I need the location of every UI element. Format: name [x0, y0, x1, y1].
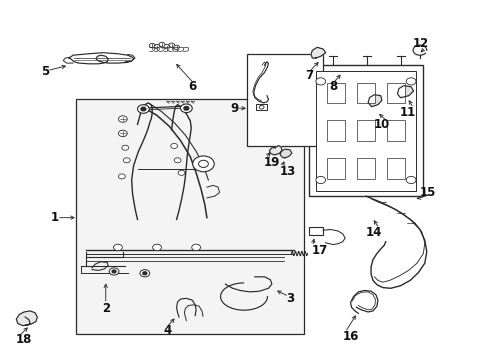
Text: 6: 6	[189, 80, 197, 93]
Bar	[247, 54, 323, 146]
Text: 12: 12	[413, 37, 429, 50]
Polygon shape	[368, 95, 382, 107]
Circle shape	[174, 158, 181, 163]
Bar	[256, 104, 267, 110]
Circle shape	[171, 143, 177, 148]
Polygon shape	[280, 149, 292, 158]
Text: 13: 13	[280, 165, 296, 178]
Circle shape	[193, 156, 214, 172]
Text: 16: 16	[343, 330, 359, 343]
Circle shape	[112, 270, 116, 273]
Text: 3: 3	[286, 292, 294, 305]
Text: 2: 2	[102, 302, 110, 315]
Text: 9: 9	[231, 102, 239, 115]
Circle shape	[192, 244, 200, 251]
Bar	[387, 83, 405, 103]
Bar	[357, 120, 375, 141]
Bar	[387, 120, 405, 141]
Bar	[309, 65, 423, 196]
Circle shape	[406, 176, 416, 184]
Bar	[387, 158, 405, 179]
Text: 15: 15	[420, 186, 436, 199]
Polygon shape	[270, 145, 282, 155]
Bar	[357, 83, 375, 103]
Circle shape	[316, 176, 326, 184]
Circle shape	[114, 244, 122, 251]
Circle shape	[198, 160, 208, 167]
Circle shape	[178, 170, 185, 175]
Text: 5: 5	[42, 66, 50, 78]
Bar	[76, 99, 304, 334]
Circle shape	[180, 104, 192, 113]
Text: 14: 14	[366, 226, 382, 239]
Circle shape	[119, 116, 127, 122]
Polygon shape	[311, 47, 326, 58]
Circle shape	[153, 244, 161, 251]
Bar	[327, 83, 345, 103]
Text: 7: 7	[305, 69, 313, 82]
Bar	[327, 120, 345, 141]
Text: 11: 11	[400, 106, 416, 119]
Circle shape	[141, 107, 146, 111]
Circle shape	[119, 174, 125, 179]
Circle shape	[138, 105, 149, 113]
Text: 8: 8	[330, 80, 338, 93]
Circle shape	[259, 105, 264, 109]
Circle shape	[109, 268, 119, 275]
Text: 4: 4	[164, 324, 172, 337]
Circle shape	[119, 130, 127, 136]
Circle shape	[122, 145, 129, 150]
Circle shape	[140, 270, 150, 277]
Circle shape	[123, 158, 130, 163]
Text: 18: 18	[16, 333, 32, 346]
Bar	[316, 71, 416, 191]
Polygon shape	[16, 311, 37, 325]
Bar	[309, 226, 323, 234]
Circle shape	[406, 78, 416, 85]
Text: 19: 19	[264, 156, 280, 169]
Bar	[357, 158, 375, 179]
Bar	[327, 158, 345, 179]
Polygon shape	[397, 86, 414, 98]
Text: 17: 17	[312, 244, 328, 257]
Circle shape	[316, 78, 326, 85]
Text: 10: 10	[374, 118, 391, 131]
Circle shape	[184, 107, 189, 110]
Text: 1: 1	[51, 211, 59, 224]
Circle shape	[143, 272, 147, 275]
